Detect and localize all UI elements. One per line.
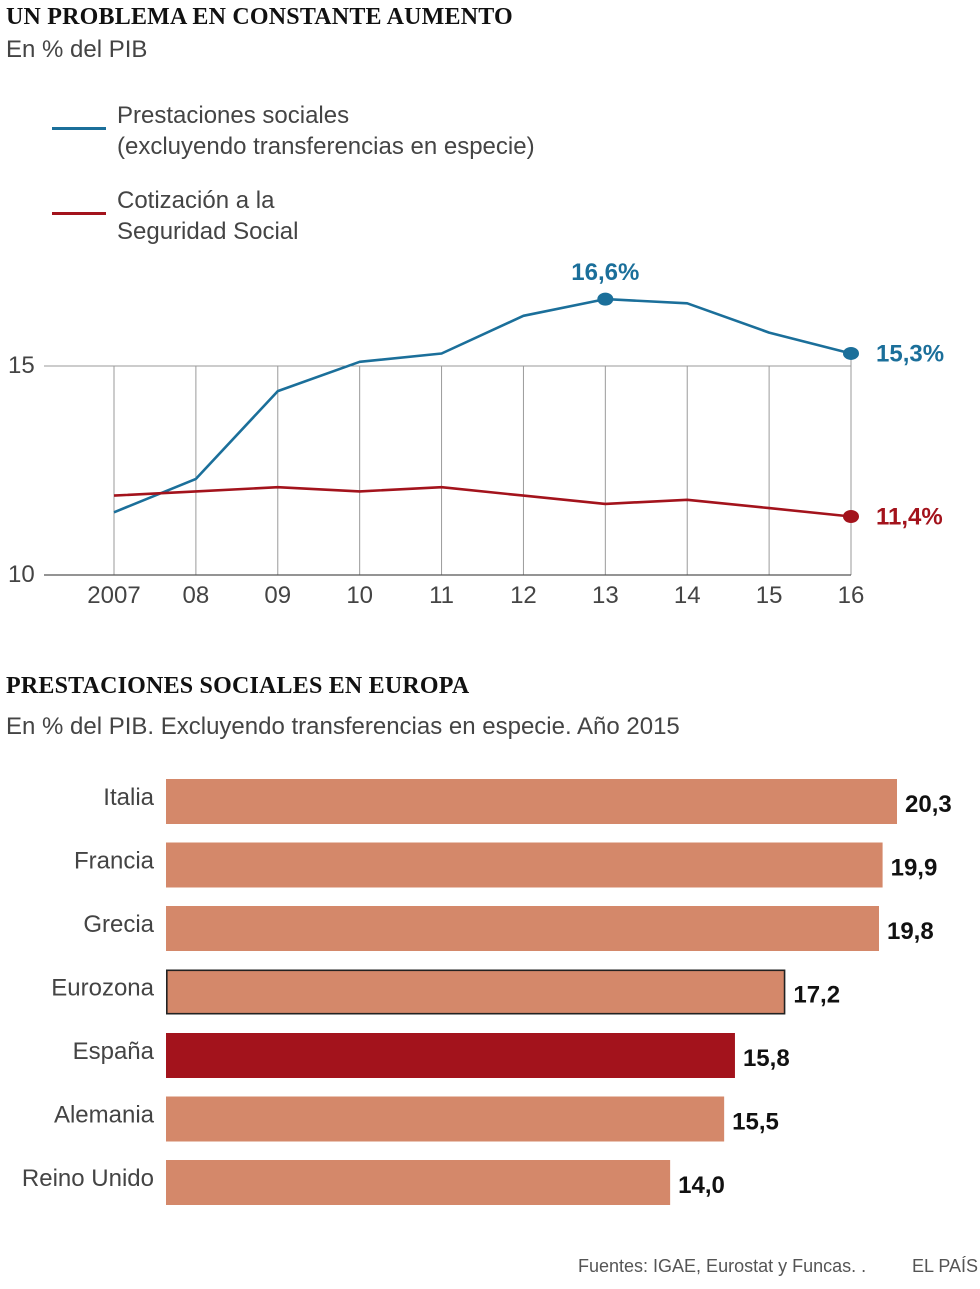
- x-tick-label-14: 14: [674, 582, 701, 609]
- category-label-grecia: Grecia: [83, 911, 154, 938]
- category-label-eurozona: Eurozona: [51, 975, 154, 1002]
- value-label-españa: 15,8: [743, 1045, 790, 1072]
- category-label-alemania: Alemania: [54, 1102, 155, 1129]
- category-label-italia: Italia: [103, 784, 154, 811]
- x-tick-label-2007: 2007: [87, 582, 140, 609]
- value-label-eurozona: 17,2: [793, 982, 840, 1009]
- source-note: Fuentes: IGAE, Eurostat y Funcas. .: [578, 1256, 867, 1276]
- series-1-marker-9: [843, 509, 859, 523]
- bar-chart-subtitle: En % del PIB. Excluyendo transferencias …: [6, 713, 680, 740]
- legend-line-prestaciones: [52, 127, 106, 130]
- category-label-francia: Francia: [74, 848, 155, 875]
- x-tick-label-10: 10: [346, 582, 373, 609]
- legend-label-cotizacion-line1: Cotización a la: [117, 187, 275, 214]
- x-tick-label-09: 09: [264, 582, 291, 609]
- line-chart: 10 15 2007 08 09 10 11 12 13 14 15 16 16,6% 15,3% 11,4…: [8, 259, 944, 609]
- value-label-alemania: 15,5: [732, 1109, 779, 1136]
- legend-label-prestaciones-line2: (excluyendo transferencias en especie): [117, 133, 535, 160]
- bar-alemania: [166, 1096, 725, 1142]
- line-chart-title: UN PROBLEMA EN CONSTANTE AUMENTO: [6, 4, 513, 30]
- bar-grecia: [166, 906, 879, 951]
- category-label-reino-unido: Reino Unido: [22, 1165, 154, 1192]
- legend-label-cotizacion: Cotización a la Seguridad Social: [117, 185, 298, 247]
- series-line-1: [113, 485, 852, 518]
- bar-reino-unido: [166, 1160, 671, 1205]
- series-0-data-label-6: 16,6%: [571, 259, 639, 286]
- value-label-italia: 20,3: [905, 791, 952, 818]
- x-tick-label-15: 15: [756, 582, 783, 609]
- legend-label-prestaciones: Prestaciones sociales (excluyendo transf…: [117, 100, 535, 162]
- x-tick-label-11: 11: [429, 582, 454, 609]
- line-chart-subtitle: En % del PIB: [6, 36, 148, 63]
- x-tick-label-12: 12: [510, 582, 537, 609]
- bar-españa: [166, 1033, 735, 1078]
- y-tick-label-10: 10: [8, 561, 35, 588]
- legend-label-prestaciones-line1: Prestaciones sociales: [117, 102, 350, 129]
- x-tick-label-16: 16: [838, 582, 865, 609]
- value-label-reino-unido: 14,0: [678, 1172, 725, 1199]
- x-tick-label-08: 08: [183, 582, 210, 609]
- bar-francia: [166, 842, 883, 888]
- series-1-data-label-9: 11,4%: [876, 503, 943, 530]
- x-tick-label-13: 13: [592, 582, 619, 609]
- bar-chart-title: PRESTACIONES SOCIALES EN EUROPA: [6, 673, 470, 699]
- series-0-marker-9: [843, 346, 859, 360]
- brand-label: EL PAÍS: [912, 1256, 979, 1276]
- series-line-0: [113, 297, 852, 514]
- y-tick-label-15: 15: [8, 352, 35, 379]
- category-label-españa: España: [73, 1038, 155, 1065]
- legend-line-cotizacion: [52, 212, 106, 215]
- value-label-grecia: 19,8: [887, 918, 934, 945]
- series-0-data-label-9: 15,3%: [876, 340, 944, 367]
- value-label-francia: 19,9: [891, 855, 938, 882]
- legend-label-cotizacion-line2: Seguridad Social: [117, 218, 299, 245]
- series-0-marker-6: [597, 292, 614, 306]
- bar-eurozona: [166, 969, 786, 1015]
- bar-italia: [166, 779, 897, 824]
